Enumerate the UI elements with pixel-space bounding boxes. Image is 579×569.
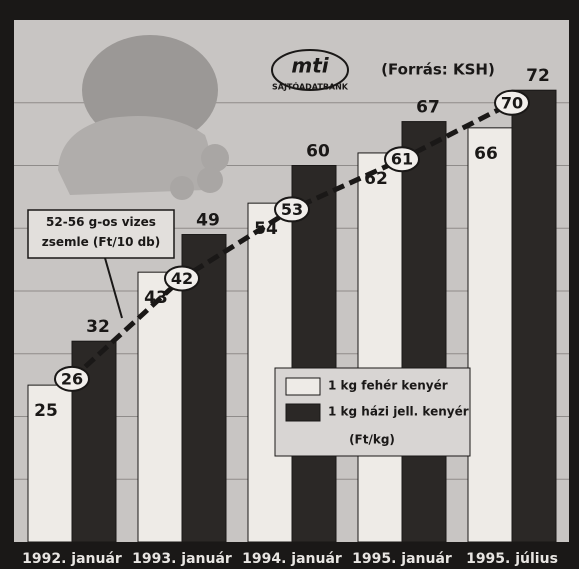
point-label: 70 — [501, 93, 523, 112]
point-label: 26 — [61, 369, 83, 388]
logo-text: mti — [291, 54, 329, 78]
bar — [402, 122, 446, 542]
source: (Forrás: KSH) — [381, 61, 495, 79]
value-label: 72 — [526, 66, 550, 86]
legend-swatch — [286, 378, 320, 395]
value-label: 60 — [306, 142, 330, 162]
logo-subtitle: SAJTÓADATBANK — [272, 81, 349, 92]
annotation-text: 52-56 g-os vizes zsemle (Ft/10 db) — [30, 212, 172, 252]
value-label: 66 — [474, 144, 498, 164]
roll — [201, 144, 229, 172]
bar — [512, 90, 556, 542]
roll — [170, 176, 194, 200]
chart: mti SAJTÓADATBANK (Forrás: KSH) (Ft/kg) … — [0, 0, 579, 569]
point-label: 53 — [281, 200, 303, 219]
legend-label: 1 kg házi jell. kenyér — [328, 405, 469, 419]
bar — [468, 128, 512, 542]
bar — [292, 166, 336, 543]
x-tick-label: 1995. július — [466, 551, 558, 567]
page: {"chart_data": {"type": "bar", "categori… — [0, 0, 579, 569]
value-label: 32 — [86, 317, 110, 337]
roll — [197, 167, 223, 193]
x-tick-label: 1995. január — [352, 551, 452, 567]
x-tick-label: 1992. január — [22, 551, 122, 567]
value-label: 67 — [416, 98, 440, 118]
value-label: 49 — [196, 211, 220, 231]
point-label: 42 — [171, 269, 193, 288]
point-label: 61 — [391, 150, 413, 169]
legend: (Ft/kg) 1 kg fehér kenyér 1 kg házi jell.… — [275, 368, 470, 456]
x-tick-label: 1993. január — [132, 551, 232, 567]
legend-swatch — [286, 404, 320, 421]
x-tick-label: 1994. január — [242, 551, 342, 567]
legend-label: 1 kg fehér kenyér — [328, 379, 448, 393]
bar — [358, 153, 402, 542]
value-label: 25 — [34, 401, 58, 421]
annotation-holder: 52-56 g-os vizes zsemle (Ft/10 db) — [30, 212, 172, 256]
legend-note: (Ft/kg) — [349, 433, 395, 447]
